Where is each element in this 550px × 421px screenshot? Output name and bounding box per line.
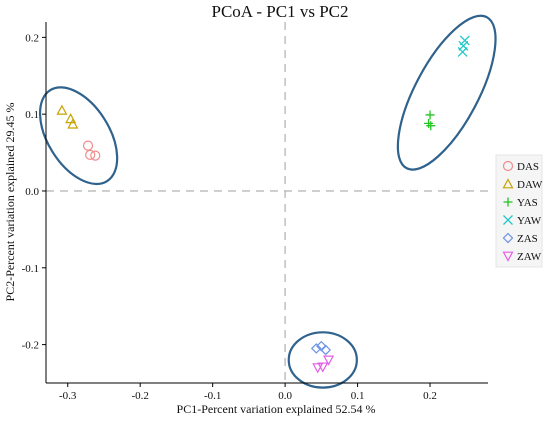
- legend-item-das: DAS: [502, 160, 539, 173]
- legend-label-das: DAS: [517, 161, 539, 173]
- series-das: [82, 140, 101, 161]
- point-daw-3: [67, 118, 79, 129]
- x-tick-label-2: -0.2: [131, 390, 148, 402]
- point-yas-3: [426, 121, 436, 131]
- point-yas-1: [425, 110, 435, 120]
- x-tick-label-3: -0.1: [204, 390, 221, 402]
- legend-marker-yaw: [503, 215, 513, 225]
- point-yaw-3: [457, 46, 468, 57]
- x-tick-label-4: 0.0: [278, 390, 292, 402]
- y-axis-label: PC2-Percent variation explained 29.45 %: [3, 103, 17, 302]
- y-tick-label-1: -0.2: [22, 340, 39, 352]
- point-zas-3: [320, 344, 332, 356]
- series-yas: [424, 110, 436, 131]
- point-yas-2: [424, 118, 434, 128]
- legend-item-zas: ZAS: [502, 232, 538, 245]
- series-zas: [310, 340, 332, 356]
- point-zaw-2: [317, 362, 329, 373]
- legend-background: [495, 154, 543, 268]
- legend-item-zaw: ZAW: [502, 251, 542, 263]
- point-das-3: [90, 150, 101, 161]
- point-zas-1: [310, 343, 322, 354]
- point-daw-1: [56, 104, 68, 115]
- group-ellipse-2: [396, 14, 497, 171]
- legend-label-yas: YAS: [517, 197, 538, 209]
- legend-label-zas: ZAS: [517, 233, 538, 245]
- x-tick-label-5: 0.1: [351, 390, 365, 402]
- group-ellipse-3: [287, 331, 358, 389]
- y-tick-label-4: 0.1: [25, 109, 39, 121]
- series-zaw: [312, 355, 335, 374]
- x-axis-label: PC1-Percent variation explained 52.54 %: [177, 402, 376, 416]
- x-tick-label-1: -0.3: [59, 390, 77, 402]
- group-ellipse-1: [38, 86, 119, 186]
- y-tick-label-5: 0.2: [25, 32, 39, 44]
- plot-area: [38, 14, 497, 389]
- point-zaw-3: [323, 355, 335, 366]
- point-das-1: [82, 140, 94, 151]
- legend-marker-daw: [502, 178, 514, 189]
- legend-marker-das: [502, 160, 514, 172]
- legend-item-daw: DAW: [502, 178, 543, 191]
- point-das-2: [85, 149, 96, 160]
- legend-label-zaw: ZAW: [517, 251, 542, 263]
- legend-marker-yas: [503, 197, 513, 207]
- legend-marker-zas: [502, 232, 514, 244]
- series-yaw: [457, 35, 470, 57]
- point-zaw-1: [312, 363, 324, 374]
- legend-label-daw: DAW: [517, 179, 543, 191]
- x-tick-label-6: 0.2: [423, 390, 437, 402]
- series-daw: [56, 104, 79, 129]
- y-tick-label-2: -0.1: [22, 263, 39, 275]
- legend: DAS DAW YAS YAW ZAS ZAW: [495, 154, 543, 268]
- chart-title: PCoA - PC1 vs PC2: [212, 2, 349, 21]
- legend-item-yas: YAS: [503, 197, 538, 209]
- legend-item-yaw: YAW: [503, 215, 542, 227]
- y-tick-label-3: 0.0: [25, 186, 39, 198]
- legend-marker-zaw: [502, 251, 514, 262]
- legend-label-yaw: YAW: [517, 215, 542, 227]
